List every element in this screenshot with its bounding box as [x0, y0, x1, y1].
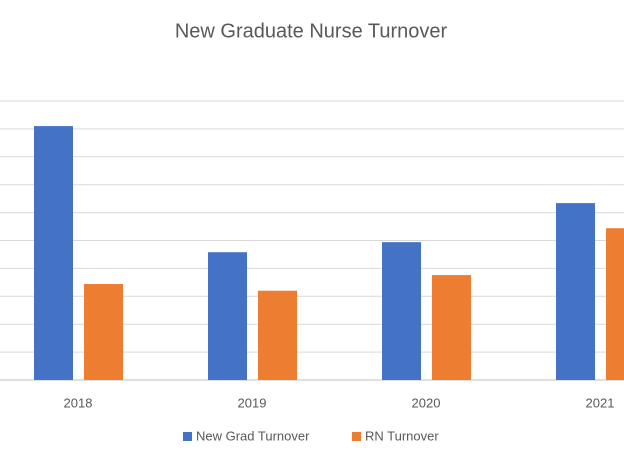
bar: [34, 126, 73, 380]
x-tick-label: 2018: [64, 395, 93, 410]
legend-swatch: [352, 432, 361, 441]
legend-label: New Grad Turnover: [196, 428, 310, 443]
legend-swatch: [183, 432, 192, 441]
x-tick-label: 2020: [412, 395, 441, 410]
bar: [382, 242, 421, 380]
bar: [258, 290, 297, 380]
bar: [208, 252, 247, 380]
chart-title: New Graduate Nurse Turnover: [175, 20, 448, 42]
x-tick-label: 2021: [586, 395, 615, 410]
bar: [556, 203, 595, 380]
x-tick-label: 2019: [238, 395, 267, 410]
legend-label: RN Turnover: [365, 428, 439, 443]
bar: [606, 228, 624, 380]
bar: [432, 275, 471, 380]
bar: [84, 284, 123, 380]
